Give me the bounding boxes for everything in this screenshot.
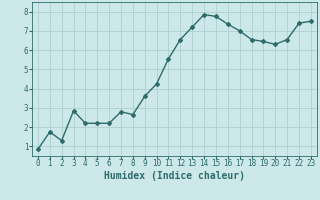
X-axis label: Humidex (Indice chaleur): Humidex (Indice chaleur) — [104, 171, 245, 181]
